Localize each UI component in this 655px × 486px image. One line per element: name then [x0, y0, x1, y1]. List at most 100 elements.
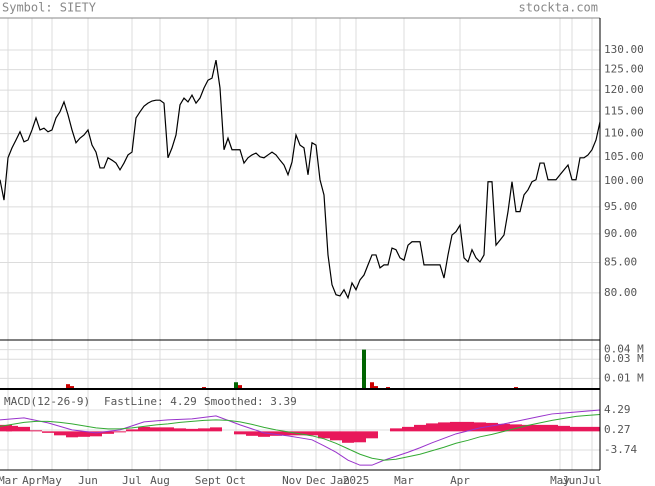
volume-bar: [234, 382, 238, 388]
histogram-bar: [114, 431, 126, 433]
y-tick-label: 4.29: [604, 403, 631, 416]
histogram-bar: [330, 431, 342, 441]
y-tick-label: 120.00: [604, 83, 644, 96]
y-tick-label: 0.04 M: [604, 343, 644, 356]
histogram-bar: [282, 431, 294, 436]
y-tick-label: 130.00: [604, 43, 644, 56]
x-tick-label: Dec: [306, 474, 326, 486]
histogram-bar: [522, 424, 534, 432]
volume-bar: [370, 382, 374, 388]
y-tick-label: 125.00: [604, 63, 644, 76]
y-tick-label: 85.00: [604, 256, 637, 269]
labels: 130.00 125.00 120.00 115.00 110.00 105.00 100.…: [0, 43, 644, 486]
y-tick-label: 105.00: [604, 150, 644, 163]
histogram-bar: [438, 422, 450, 432]
histogram-bar: [354, 431, 366, 443]
x-tick-label: Jul: [122, 474, 142, 486]
x-tick-label: Mar: [394, 474, 414, 486]
histogram-bar: [534, 424, 546, 432]
y-tick-label: 0.01 M: [604, 371, 644, 384]
line: [0, 409, 601, 466]
histogram-bar: [498, 423, 510, 432]
histogram-bar: [102, 431, 114, 434]
histogram-bar: [234, 431, 246, 435]
histogram-bar: [30, 430, 42, 432]
histogram-bar: [366, 431, 378, 439]
histogram-bar: [174, 428, 186, 432]
histogram-bar: [162, 427, 174, 432]
legend-entry: Smoothed: 3.39: [204, 395, 297, 408]
histogram-bar: [342, 431, 354, 443]
histogram-bar: [462, 421, 474, 432]
histogram-bar: [90, 431, 102, 437]
x-tick-label: Jun: [562, 474, 582, 486]
histogram-bar: [414, 424, 426, 432]
histogram-bar: [126, 429, 138, 432]
x-tick-label: Mar: [0, 474, 18, 486]
x-tick-label: Apr: [450, 474, 470, 486]
histogram-bar: [246, 431, 258, 436]
histogram-bar: [390, 428, 402, 432]
histogram-bar: [150, 427, 162, 432]
x-tick-label: Jun: [78, 474, 98, 486]
histogram-bar: [186, 428, 198, 432]
y-tick-label: 115.00: [604, 104, 644, 117]
histogram-bar: [42, 431, 54, 433]
x-tick-label: Nov: [282, 474, 302, 486]
grid: [0, 18, 600, 470]
volume-bar: [70, 386, 74, 388]
y-tick-label: 0.27: [604, 423, 631, 436]
volume-bar: [238, 385, 242, 388]
histogram-bar: [594, 426, 600, 432]
volume-bar: [514, 387, 518, 388]
symbol-label: Symbol: SIETY: [2, 1, 97, 15]
histogram-bar: [18, 426, 30, 432]
histogram-bar: [198, 428, 210, 432]
histogram-bar: [210, 427, 222, 432]
line: [0, 60, 601, 300]
histogram-bar: [486, 422, 498, 432]
x-tick-label: Sept: [195, 474, 222, 486]
volume-bar: [362, 349, 366, 388]
line: [0, 413, 601, 461]
x-tick-label: Aug: [150, 474, 170, 486]
histogram-bar: [66, 431, 78, 438]
volume-bar: [66, 384, 70, 388]
x-tick-label: 2025: [343, 474, 370, 486]
histogram-bar: [570, 426, 582, 432]
y-tick-label: 100.00: [604, 174, 644, 187]
y-tick-label: 110.00: [604, 127, 644, 140]
histogram-bar: [258, 431, 270, 437]
histogram-bar: [306, 431, 318, 436]
histogram-bar: [6, 425, 18, 432]
histogram-bar: [582, 426, 594, 432]
histogram-bar: [546, 424, 558, 432]
x-tick-label: May: [42, 474, 62, 486]
legend-entry: FastLine: 4.29: [104, 395, 197, 408]
histogram-bar: [450, 421, 462, 432]
volume-bar: [374, 386, 378, 388]
site-label: stockta.com: [519, 1, 598, 15]
histogram-bar: [54, 431, 66, 436]
x-tick-label: Apr: [22, 474, 42, 486]
x-tick-label: Oct: [226, 474, 246, 486]
histogram-bar: [78, 431, 90, 437]
histogram-bar: [318, 431, 330, 439]
y-tick-label: 95.00: [604, 200, 637, 213]
y-tick-label: 0.03 M: [604, 352, 644, 365]
y-tick-label: 90.00: [604, 227, 637, 240]
histogram-bar: [426, 423, 438, 432]
x-tick-label: May: [550, 474, 570, 486]
volume-bar: [386, 387, 390, 388]
y-tick-label: 80.00: [604, 286, 637, 299]
macd-title: MACD(12-26-9): [4, 395, 90, 408]
x-tick-label: Jul: [582, 474, 602, 486]
x-tick-label: Jan: [330, 474, 350, 486]
histogram-bar: [138, 426, 150, 432]
histogram-bar: [402, 426, 414, 432]
histogram-bar: [474, 422, 486, 432]
y-tick-label: -3.74: [604, 443, 637, 456]
volume-bar: [202, 387, 206, 388]
